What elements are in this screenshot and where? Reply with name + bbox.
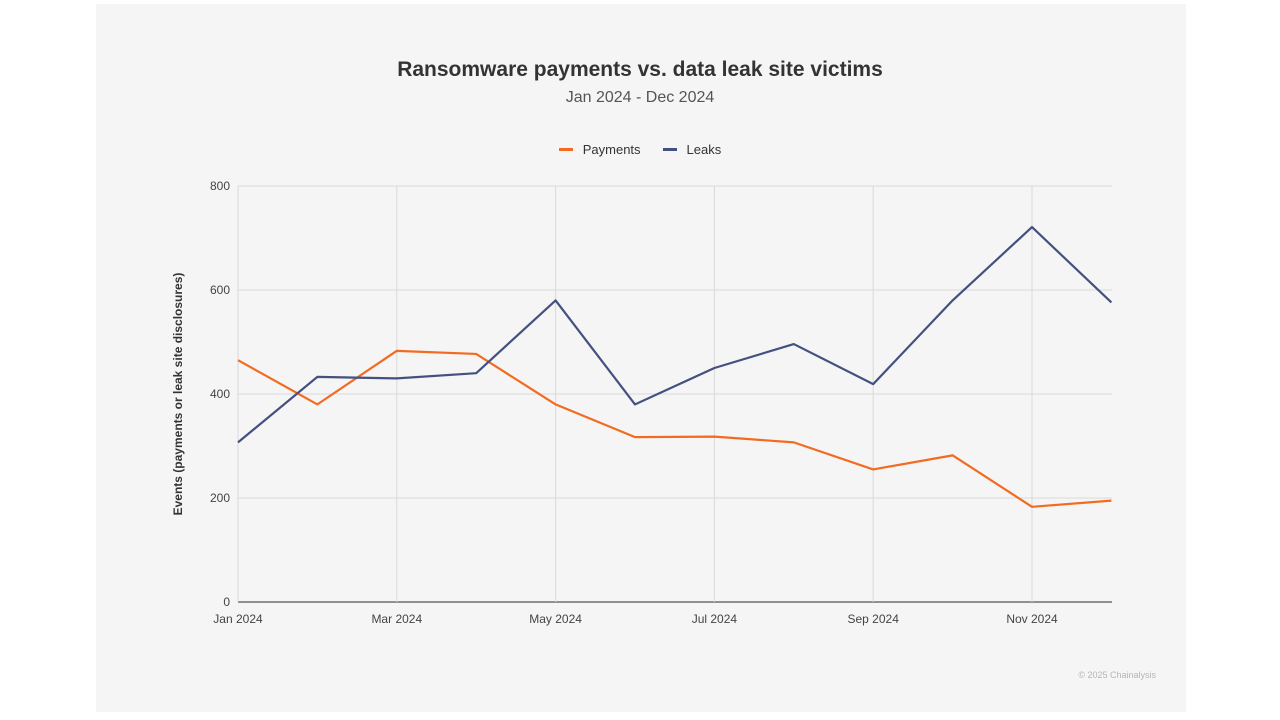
- chart-title: Ransomware payments vs. data leak site v…: [397, 58, 883, 81]
- x-tick-label: Sep 2024: [848, 612, 900, 626]
- y-tick-label: 600: [210, 283, 230, 297]
- legend-item-leaks[interactable]: Leaks: [662, 142, 722, 157]
- legend-swatch-leaks: [662, 148, 677, 151]
- y-axis-label: Events (payments or leak site disclosure…: [171, 273, 185, 516]
- x-tick-label: May 2024: [529, 612, 582, 626]
- x-tick-label: Nov 2024: [1006, 612, 1058, 626]
- chart-subtitle: Jan 2024 - Dec 2024: [565, 89, 715, 106]
- y-tick-label: 800: [210, 179, 230, 193]
- chart-legend: Payments Leaks: [0, 142, 1280, 157]
- y-tick-label: 400: [210, 387, 230, 401]
- legend-label-payments: Payments: [582, 142, 641, 157]
- legend-swatch-payments: [558, 148, 573, 151]
- series-line-payments: [237, 349, 1112, 508]
- y-tick-label: 0: [223, 595, 230, 609]
- x-tick-label: Mar 2024: [371, 612, 422, 626]
- credit-text: © 2025 Chainalysis: [1078, 670, 1156, 680]
- y-tick-label: 200: [210, 491, 230, 505]
- series-line-leaks: [237, 225, 1113, 444]
- legend-label-leaks: Leaks: [686, 142, 722, 157]
- x-tick-label: Jul 2024: [692, 612, 738, 626]
- chart-card: [96, 4, 1186, 712]
- legend-item-payments[interactable]: Payments: [558, 142, 641, 157]
- x-tick-label: Jan 2024: [213, 612, 263, 626]
